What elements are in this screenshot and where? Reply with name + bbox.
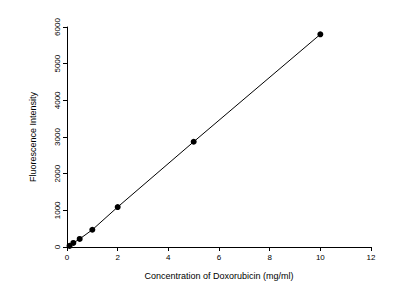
- svg-text:6: 6: [217, 253, 222, 262]
- svg-text:1000: 1000: [53, 201, 62, 219]
- svg-text:2000: 2000: [53, 164, 62, 182]
- svg-text:5000: 5000: [53, 54, 62, 72]
- svg-text:4000: 4000: [53, 91, 62, 109]
- svg-text:0: 0: [65, 253, 70, 262]
- svg-text:0: 0: [53, 244, 62, 249]
- svg-text:2: 2: [115, 253, 120, 262]
- svg-text:Fluorescence Intensity: Fluorescence Intensity: [28, 91, 38, 182]
- svg-text:Concentration of Doxorubicin (: Concentration of Doxorubicin (mg/ml): [144, 271, 293, 281]
- svg-text:4: 4: [166, 253, 171, 262]
- svg-text:3000: 3000: [53, 128, 62, 146]
- svg-text:12: 12: [367, 253, 376, 262]
- svg-text:10: 10: [316, 253, 325, 262]
- svg-text:8: 8: [267, 253, 272, 262]
- svg-text:6000: 6000: [53, 18, 62, 36]
